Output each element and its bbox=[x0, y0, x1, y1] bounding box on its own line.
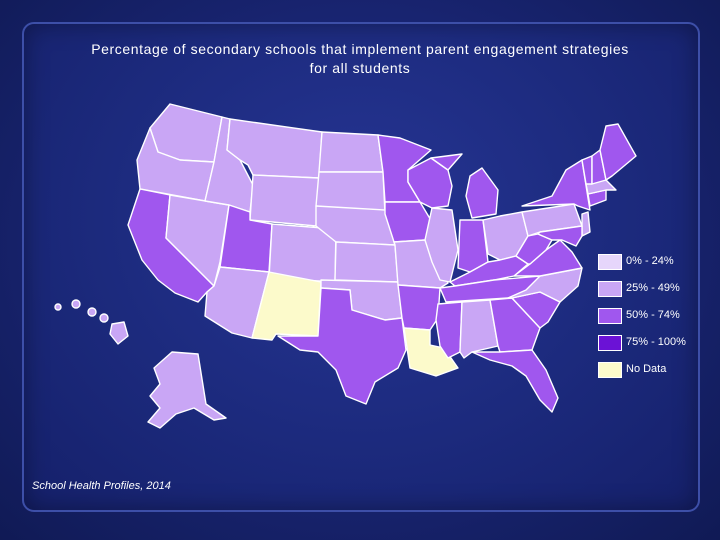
legend-swatch bbox=[598, 281, 622, 297]
state-hawaii bbox=[54, 299, 129, 345]
state-new-jersey bbox=[581, 211, 591, 237]
title-line-2: for all students bbox=[309, 60, 411, 76]
state-north-carolina bbox=[507, 267, 583, 303]
state-michigan bbox=[430, 153, 499, 219]
legend-label: 50% - 74% bbox=[626, 309, 680, 321]
source-citation: School Health Profiles, 2014 bbox=[32, 480, 171, 492]
state-iowa bbox=[384, 201, 433, 243]
legend-label: No Data bbox=[626, 363, 667, 375]
state-wyoming bbox=[249, 174, 320, 227]
state-texas bbox=[277, 287, 407, 405]
title-line-1: Percentage of secondary schools that imp… bbox=[91, 41, 629, 57]
state-florida bbox=[471, 349, 559, 413]
legend-swatch bbox=[598, 335, 622, 351]
state-arkansas bbox=[397, 284, 441, 331]
state-new-york bbox=[521, 159, 591, 211]
state-kansas bbox=[334, 241, 399, 283]
legend-label: 0% - 24% bbox=[626, 255, 674, 267]
legend-swatch bbox=[598, 254, 622, 270]
legend-label: 75% - 100% bbox=[626, 336, 686, 348]
state-maryland bbox=[537, 225, 583, 247]
legend-label: 25% - 49% bbox=[626, 282, 680, 294]
state-alaska bbox=[147, 351, 227, 429]
state-illinois bbox=[424, 207, 459, 283]
legend-swatch bbox=[598, 362, 622, 378]
legend-swatch bbox=[598, 308, 622, 324]
map-title: Percentage of secondary schools that imp… bbox=[0, 40, 720, 78]
state-north-dakota bbox=[318, 131, 384, 173]
state-louisiana bbox=[403, 327, 459, 377]
state-maine bbox=[599, 123, 637, 181]
